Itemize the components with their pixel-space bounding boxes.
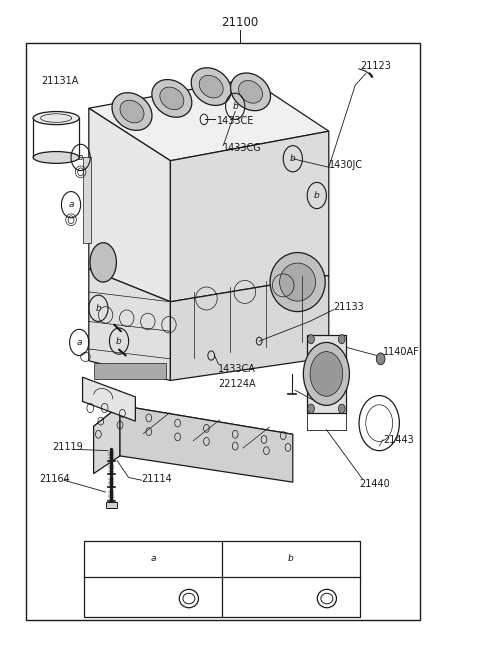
- Circle shape: [308, 404, 314, 413]
- Text: b: b: [116, 337, 122, 346]
- Text: 21123: 21123: [360, 60, 391, 71]
- Bar: [94, 363, 166, 379]
- Ellipse shape: [230, 73, 271, 111]
- Polygon shape: [170, 276, 329, 380]
- Text: 22124A: 22124A: [218, 379, 256, 389]
- Polygon shape: [170, 131, 329, 302]
- Text: b: b: [290, 154, 296, 163]
- Circle shape: [376, 353, 385, 365]
- Text: 1433CA: 1433CA: [218, 363, 256, 374]
- Circle shape: [308, 335, 314, 344]
- Text: 21100: 21100: [221, 16, 259, 30]
- Polygon shape: [89, 269, 170, 380]
- Polygon shape: [89, 79, 329, 161]
- Text: a: a: [76, 338, 82, 347]
- Text: 1140AF: 1140AF: [383, 347, 420, 358]
- Ellipse shape: [199, 75, 223, 98]
- Text: 1433CE: 1433CE: [217, 116, 255, 127]
- Text: b: b: [288, 554, 294, 563]
- Text: 21164: 21164: [39, 474, 70, 484]
- Polygon shape: [106, 502, 117, 508]
- Polygon shape: [89, 108, 170, 302]
- Circle shape: [310, 352, 343, 396]
- Ellipse shape: [33, 152, 79, 163]
- Circle shape: [338, 335, 345, 344]
- Text: 1430JC: 1430JC: [313, 395, 348, 405]
- Ellipse shape: [33, 112, 79, 125]
- Text: 21440: 21440: [359, 479, 390, 489]
- Text: b: b: [232, 102, 238, 111]
- Bar: [84, 541, 360, 617]
- Text: 21443: 21443: [383, 434, 414, 445]
- Text: b: b: [314, 191, 320, 200]
- Text: 1573JK: 1573JK: [230, 594, 264, 604]
- Text: 1430JC: 1430JC: [329, 160, 363, 171]
- Ellipse shape: [270, 253, 325, 312]
- Polygon shape: [120, 405, 293, 482]
- Polygon shape: [94, 405, 293, 456]
- Polygon shape: [94, 405, 120, 474]
- Bar: [83, 157, 91, 243]
- Text: 1433CG: 1433CG: [223, 142, 262, 153]
- Polygon shape: [83, 377, 135, 421]
- Text: a: a: [68, 200, 74, 209]
- Ellipse shape: [112, 92, 152, 131]
- Circle shape: [338, 404, 345, 413]
- Ellipse shape: [152, 79, 192, 117]
- Ellipse shape: [160, 87, 184, 110]
- Circle shape: [303, 342, 349, 405]
- Bar: [26, 43, 420, 620]
- Text: 1573GF: 1573GF: [95, 594, 132, 604]
- Text: 21133: 21133: [334, 302, 364, 312]
- Ellipse shape: [191, 68, 231, 106]
- Text: 21131A: 21131A: [41, 75, 78, 86]
- Text: a: a: [78, 153, 84, 162]
- Polygon shape: [307, 335, 346, 413]
- Text: b: b: [96, 304, 101, 313]
- Text: 21114: 21114: [142, 474, 172, 484]
- Ellipse shape: [239, 81, 263, 103]
- Ellipse shape: [90, 243, 117, 282]
- Text: 21119: 21119: [52, 442, 83, 453]
- Ellipse shape: [120, 100, 144, 123]
- Ellipse shape: [279, 263, 316, 301]
- Text: a: a: [150, 554, 156, 563]
